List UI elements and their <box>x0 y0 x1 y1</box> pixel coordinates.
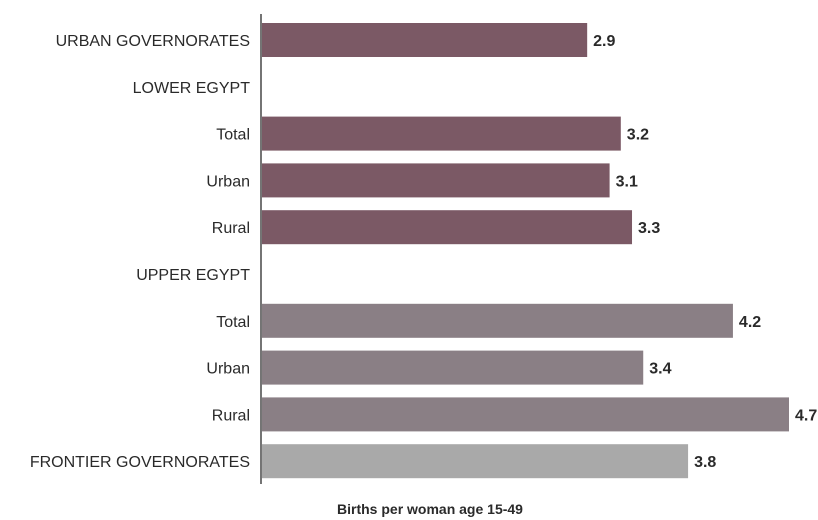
category-label-upper-egypt-5: UPPER EGYPT <box>136 267 250 284</box>
value-label-total-2: 3.2 <box>627 127 649 144</box>
category-label-rural-4: Rural <box>212 220 250 237</box>
value-label-urban-governorates-0: 2.9 <box>593 33 615 50</box>
category-label-urban-7: Urban <box>206 361 250 378</box>
labels-layer: URBAN GOVERNORATES 2.9 LOWER EGYPT Total 3.2… <box>30 33 818 471</box>
category-label-lower-egypt-1: LOWER EGYPT <box>133 80 251 97</box>
bar-total-2 <box>262 116 621 151</box>
bar-urban-3 <box>262 163 610 198</box>
value-label-total-6: 4.2 <box>739 314 761 331</box>
category-label-total-6: Total <box>216 314 250 331</box>
bar-urban-7 <box>262 350 644 385</box>
category-label-urban-governorates-0: URBAN GOVERNORATES <box>56 33 250 50</box>
bar-urban-governorates-0 <box>262 23 588 57</box>
value-label-rural-8: 4.7 <box>795 407 817 424</box>
value-label-frontier-governorates-9: 3.8 <box>694 454 716 471</box>
bar-total-6 <box>262 303 733 338</box>
category-label-rural-8: Rural <box>212 407 250 424</box>
category-label-total-2: Total <box>216 127 250 144</box>
bar-frontier-governorates-9 <box>262 444 689 479</box>
bar-rural-8 <box>262 397 789 432</box>
x-axis-label: Births per woman age 15-49 <box>337 501 523 517</box>
value-label-urban-7: 3.4 <box>649 361 671 378</box>
value-label-rural-4: 3.3 <box>638 220 660 237</box>
category-label-frontier-governorates-9: FRONTIER GOVERNORATES <box>30 454 250 471</box>
bar-rural-4 <box>262 210 633 245</box>
category-label-urban-3: Urban <box>206 173 250 190</box>
bars-layer <box>262 23 789 479</box>
value-label-urban-3: 3.1 <box>616 173 638 190</box>
